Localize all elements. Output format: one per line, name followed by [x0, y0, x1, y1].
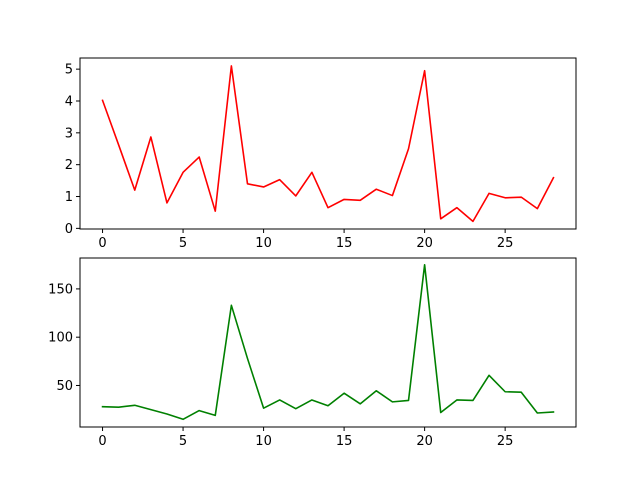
bottom-x-tick-label: 5: [179, 434, 187, 449]
bottom-y-tick-label: 50: [56, 379, 73, 394]
top-series-line-0: [101, 65, 555, 223]
top-x-tick-label: 0: [98, 236, 106, 251]
bottom-x-tick-label: 20: [416, 434, 433, 449]
bottom-axes-frame: [79, 257, 577, 428]
top-x-tick-label: 10: [255, 236, 272, 251]
bottom-x-tick-label: 10: [255, 434, 272, 449]
top-y-tick-label: 1: [65, 190, 73, 205]
top-y-tick-label: 3: [65, 126, 73, 141]
top-x-tick-label: 5: [179, 236, 187, 251]
top-y-tick-label: 5: [65, 63, 73, 78]
top-y-tick-label: 2: [65, 158, 73, 173]
top-y-tick-label: 4: [65, 94, 73, 109]
bottom-series-line-0: [101, 263, 555, 421]
top-x-tick-label: 15: [336, 236, 353, 251]
bottom-y-tick-label: 150: [48, 282, 73, 297]
bottom-x-tick-label: 0: [98, 434, 106, 449]
top-y-tick-label: 0: [65, 222, 73, 237]
bottom-x-tick-label: 25: [497, 434, 514, 449]
top-axes-frame: [79, 57, 577, 230]
bottom-y-tick-label: 100: [48, 331, 73, 346]
top-x-tick-label: 20: [416, 236, 433, 251]
bottom-x-tick-label: 15: [336, 434, 353, 449]
top-line-chart: 0 5 10 15 20 25 0 1 2 3 4 5: [65, 57, 577, 251]
top-x-tick-label: 25: [497, 236, 514, 251]
bottom-line-chart: 0 5 10 15 20 25 50 100 150: [48, 257, 577, 449]
